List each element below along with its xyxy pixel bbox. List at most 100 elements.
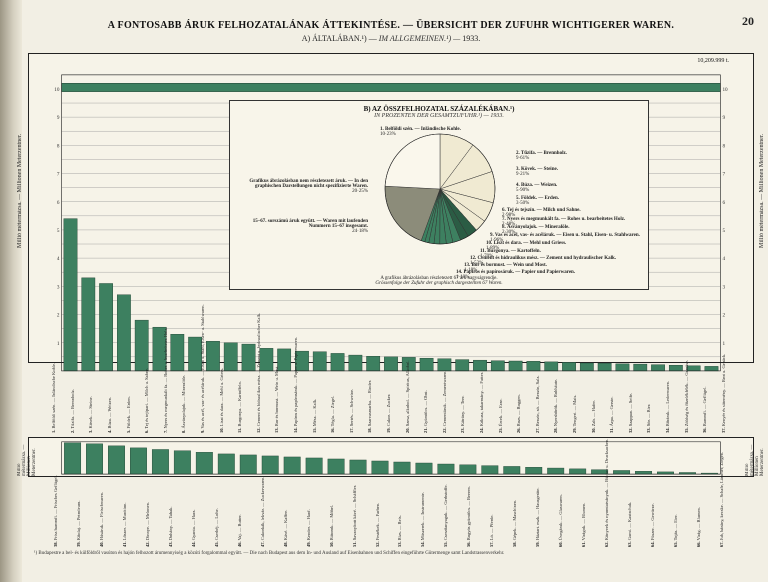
upper-category-label: 34. Bőráruk. — Lederwaren. [665,381,670,433]
lower-category-label: 48. Kávé. — Kaffee. [283,510,288,547]
lower-category-label: 52. Festékek. — Farben. [375,503,380,547]
lower-category-label: 46. Vaj. — Butter. [237,514,242,547]
upper-category-label: 21. Gyümölcs. — Obst. [423,390,428,433]
upper-category-label: 24. Kókusz, takarmány. — Futter. [479,372,484,433]
pie-subtitle: IN PROZENTEN DER GESAMTZUFUHR.¹) — 1933. [230,113,648,119]
svg-text:6: 6 [57,200,60,206]
svg-text:10: 10 [54,87,60,93]
lower-y-label-left: Millió métermázsa. — Millionen Meterzent… [17,440,37,476]
lower-category-label: 49. Kender. — Hanf. [306,509,311,547]
lower-category-label: 44. Gyanta. — Harz. [191,510,196,548]
pie-slice-label: Grafikus ábrázolásban nem részletezett á… [238,179,368,194]
svg-text:2: 2 [57,313,60,319]
upper-category-label: 23. Kátrány. — Teer. [460,395,465,433]
upper-category-labels: 1. Belföldi szén. — Inländische Kohle. 2.… [47,363,735,433]
upper-category-label: 28. Nyersbőrök. — Rohhäute. [553,379,558,433]
lower-category-label: 50. Bútorok. — Möbel. [329,505,334,547]
upper-category-label: 2. Tűzifa. — Brennholz. [70,389,75,433]
upper-category-label: 9. Vas és acél, vas- és acéláruk. — Eise… [200,304,205,433]
upper-category-label: 22. Cementáruk. — Zementwaren. [442,371,447,433]
pie-title: B) AZ ÖSSZFELHOZATAL SZÁZALÉKÁBAN.¹) [230,105,648,113]
lower-category-label: 66. Virág. — Blumen. [696,507,701,547]
pie-slice-label: 5. Földek. — Erden.3·50% [516,196,559,206]
lower-category-label: 63. Gumi. — Kautschuk. [627,502,632,547]
lower-category-label: 59. Háztart. eszk. — Hausgeräte. [535,488,540,547]
svg-text:5: 5 [57,228,60,234]
upper-category-label: 16. Tégla. — Ziegel. [330,396,335,433]
lower-category-label: 54. Müszerek. — Instrumente. [420,492,425,547]
y-axis-label-left: Millió métermázsa. — Millionen Meterzent… [17,134,23,248]
upper-bar-chart: Millió métermázsa. — Millionen Meterzent… [28,53,754,363]
upper-category-label: 11. Burgonya. — Kartoffeln. [237,381,242,433]
upper-category-label: 1. Belföldi szén. — Inländische Kohle. [51,363,56,433]
svg-text:4: 4 [57,256,60,262]
lower-bar-chart: Millió métermázsa. — Millionen Meterzent… [28,437,754,477]
page-number: 20 [742,14,754,29]
upper-category-label: 3. Kövek. — Steine. [88,396,93,433]
upper-category-label: 25. Ércek. — Erze. [498,399,503,433]
svg-text:10: 10 [722,87,728,93]
upper-category-label: 33. Sör. — Bier. [646,404,651,433]
lower-y-label-right: Millió métermázsa. — Millionen Meterzent… [745,440,765,476]
pie-inset: B) AZ ÖSSZFELHOZATAL SZÁZALÉKÁBAN.¹) IN … [229,100,649,290]
page-footnote: ¹) Budapestre a bel- és külföldről vasút… [28,551,754,556]
lower-category-label: 60. Üvegáruk. — Glaswaren. [558,494,563,547]
upper-category-label: 4. Búza. — Weizen. [107,397,112,433]
lower-category-labels: 38. Friss baromfi. — Frisches Geflügel. 3… [47,477,735,547]
lower-category-label: 40. Húsáruk. — Fleischwaren. [99,492,104,547]
upper-category-label: 32. Szappan. — Seife. [628,393,633,433]
pie-slice-label: 3. Kövek. — Steine.9·21% [516,167,558,177]
lower-category-label: 58. Gépek. — Maschinen. [512,500,517,547]
upper-category-label: 30. Zab. — Hafer. [591,400,596,433]
lower-category-label: 56. Bogyós gyümölcs. — Beeren. [466,486,471,547]
upper-category-label: 20. Szesz, alkohol. — Spiritus, Alkohol. [405,361,410,434]
lower-category-label: 45. Cserhéj. — Lohe. [214,508,219,547]
lower-category-label: 51. Savanyított kávé. — Schäffler. [352,485,357,547]
lower-category-label: 61. Virágok. — Blumen. [581,503,586,547]
lower-category-label: 43. Dohány. — Tabak. [168,506,173,547]
svg-text:6: 6 [722,200,725,206]
upper-category-label: 12. Cement és hidraulikus mész. — Zement… [256,313,261,433]
svg-text:7: 7 [722,172,725,178]
svg-text:1: 1 [722,341,725,347]
pie-slice-label: 1. Belföldi szén. — Inländische Kohle.10… [380,127,461,137]
svg-text:8: 8 [57,143,60,149]
upper-category-label: 26. Rozs. — Roggen. [516,394,521,433]
svg-text:7: 7 [57,172,60,178]
page-title: A FONTOSABB ÁRUK FELHOZATALÁNAK ÁTTEKINT… [28,20,754,31]
svg-text:3: 3 [722,284,725,290]
svg-text:3: 3 [57,284,60,290]
upper-category-label: 31. Árpa. — Gerste. [609,397,614,434]
lower-category-label: 39. Kőolaj. — Petroleum. [76,501,81,548]
svg-text:9: 9 [722,115,725,121]
upper-category-label: 37. Kenyér és sütemény. — Brot u. Gebäck… [721,354,726,433]
pie-slice-label: 4. Búza. — Weizen.5·90% [516,183,557,193]
pie-slice-label: 2. Tűzifa. — Brennholz.9·61% [516,151,567,161]
upper-category-label: 17. Sertés. — Schweine. [349,389,354,433]
y-axis-label-right: Millió métermázsa. — Millionen Meterzent… [759,134,765,248]
upper-category-label: 5. Földek. — Erden. [126,396,131,433]
upper-category-label: 6. Tej és tejipari. — Milch u. Sahne. [144,368,149,433]
pie-slice-label: 15–67. sorszámú áruk együtt. — Waren mit… [238,219,368,234]
svg-text:2: 2 [722,313,725,319]
upper-category-label: 7. Nyers és megmunkált fa. — Rohes u. be… [163,327,168,433]
svg-text:5: 5 [722,228,725,234]
pie-footnote: A grafikus ábrázolásban részletezett 67 … [230,276,648,286]
upper-category-label: 35. Zöldség és főzelékfélék. — Gemüse. [684,360,689,433]
svg-text:9: 9 [57,115,60,121]
lower-category-label: 55. Cserzőanyagok. — Gerbstoffe. [443,484,448,547]
lower-category-label: 41. Lőszer. — Munition. [122,503,127,548]
upper-category-label: 29. Tengeri. — Mais. [572,395,577,433]
svg-text:8: 8 [722,143,725,149]
lower-category-label: 53. Rizs. — Reis. [397,515,402,547]
upper-category-label: 18. Szarvasmarha. — Rinder. [367,380,372,433]
upper-category-label: 8. Ásványolajok. — Mineralöle. [181,375,186,433]
upper-category-label: 36. Baromfi. — Geflügel. [702,387,707,434]
lower-category-label: 38. Friss baromfi. — Frisches Geflügel. [53,475,58,547]
lower-category-label: 65. Tojás. — Eier. [673,514,678,547]
upper-category-label: 13. Bor és bormust. — Wein u. Most. [274,366,279,433]
upper-category-label: 14. Papíros és papírosáruk. — Papier u. … [293,337,298,433]
svg-text:1: 1 [57,341,60,347]
lower-category-label: 64. Füszer. — Gewürze. [650,503,655,547]
upper-category-label: 15. Mész. — Kalk. [312,399,317,433]
